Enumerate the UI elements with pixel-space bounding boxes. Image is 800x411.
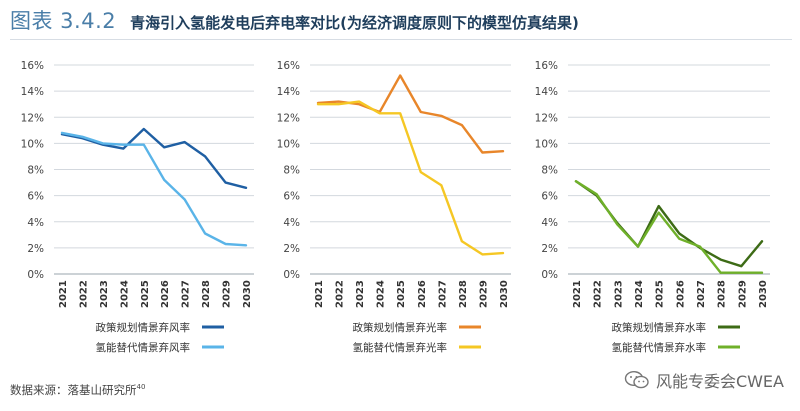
x-tick-label: 2029 [478, 280, 489, 308]
header-divider [10, 39, 792, 40]
y-tick-label: 4% [541, 217, 558, 229]
legend-label: 氢能替代情景弃光率 [353, 341, 448, 354]
x-tick-label: 2025 [140, 280, 151, 308]
legend-label: 政策规划情景弃光率 [353, 321, 448, 334]
y-tick-label: 2% [541, 243, 558, 255]
x-tick-label: 2027 [696, 280, 707, 308]
y-tick-label: 14% [21, 86, 44, 98]
x-tick-label: 2023 [355, 280, 366, 308]
x-tick-label: 2021 [314, 280, 325, 308]
y-tick-label: 14% [535, 86, 558, 98]
y-tick-label: 2% [27, 243, 44, 255]
x-tick-label: 2025 [655, 280, 666, 308]
y-tick-label: 4% [27, 217, 44, 229]
x-tick-label: 2030 [499, 280, 510, 308]
y-tick-label: 4% [283, 217, 300, 229]
x-tick-label: 2023 [613, 280, 624, 308]
x-tick-label: 2029 [737, 280, 748, 308]
x-tick-label: 2023 [99, 280, 110, 308]
y-tick-label: 0% [283, 269, 300, 281]
watermark: 风能专委会CWEA [624, 368, 784, 392]
x-tick-label: 2027 [181, 280, 192, 308]
y-tick-label: 2% [283, 243, 300, 255]
source-text: 数据来源：落基山研究所 [10, 383, 137, 397]
figure-title: 青海引入氢能发电后弃电率对比(为经济调度原则下的模型仿真结果) [130, 14, 579, 32]
y-tick-label: 10% [21, 138, 44, 150]
x-tick-label: 2022 [78, 280, 89, 308]
figure-label: 图表 3.4.2 [10, 9, 117, 33]
legend-label: 政策规划情景弃风率 [96, 321, 191, 334]
y-tick-label: 16% [277, 60, 300, 72]
x-tick-label: 2024 [119, 280, 130, 308]
y-tick-label: 0% [541, 269, 558, 281]
legend-label: 氢能替代情景弃水率 [612, 341, 707, 354]
y-tick-label: 6% [27, 191, 44, 203]
y-tick-label: 10% [277, 138, 300, 150]
x-tick-label: 2030 [242, 280, 253, 308]
y-tick-label: 12% [535, 112, 558, 124]
y-tick-label: 8% [27, 165, 44, 177]
x-tick-label: 2028 [201, 280, 212, 308]
wechat-icon [624, 370, 649, 389]
series-line-hydrogen [574, 180, 764, 274]
series-line-hydrogen [60, 131, 248, 247]
y-tick-label: 16% [21, 60, 44, 72]
x-tick-label: 2022 [593, 280, 604, 308]
y-tick-label: 10% [535, 138, 558, 150]
y-tick-label: 8% [283, 165, 300, 177]
y-tick-label: 14% [277, 86, 300, 98]
x-tick-label: 2024 [634, 280, 645, 308]
x-tick-label: 2029 [222, 280, 233, 308]
figure-header: 图表 3.4.2 青海引入氢能发电后弃电率对比(为经济调度原则下的模型仿真结果) [10, 5, 579, 39]
y-tick-label: 16% [535, 60, 558, 72]
x-tick-label: 2021 [58, 280, 69, 308]
x-tick-label: 2021 [572, 280, 583, 308]
legend-label: 氢能替代情景弃风率 [96, 341, 191, 354]
series-line-policy [60, 127, 248, 190]
source-footnote: 40 [136, 383, 146, 392]
watermark-text: 风能专委会CWEA [655, 372, 784, 391]
y-tick-label: 12% [21, 112, 44, 124]
x-tick-label: 2026 [675, 280, 686, 308]
y-tick-label: 12% [277, 112, 300, 124]
x-tick-label: 2030 [758, 280, 769, 308]
y-tick-label: 6% [541, 191, 558, 203]
x-tick-label: 2028 [717, 280, 728, 308]
x-tick-label: 2027 [437, 280, 448, 308]
x-tick-label: 2028 [458, 280, 469, 308]
y-tick-label: 8% [541, 165, 558, 177]
x-tick-label: 2024 [376, 280, 387, 308]
legend-label: 政策规划情景弃水率 [612, 321, 707, 334]
x-tick-label: 2026 [160, 280, 171, 308]
data-source: 数据来源：落基山研究所40 [10, 382, 145, 398]
x-tick-label: 2022 [335, 280, 346, 308]
y-tick-label: 6% [283, 191, 300, 203]
x-tick-label: 2026 [417, 280, 428, 308]
series-line-hydrogen [316, 100, 505, 256]
x-tick-label: 2025 [396, 280, 407, 308]
y-tick-label: 0% [27, 269, 44, 281]
